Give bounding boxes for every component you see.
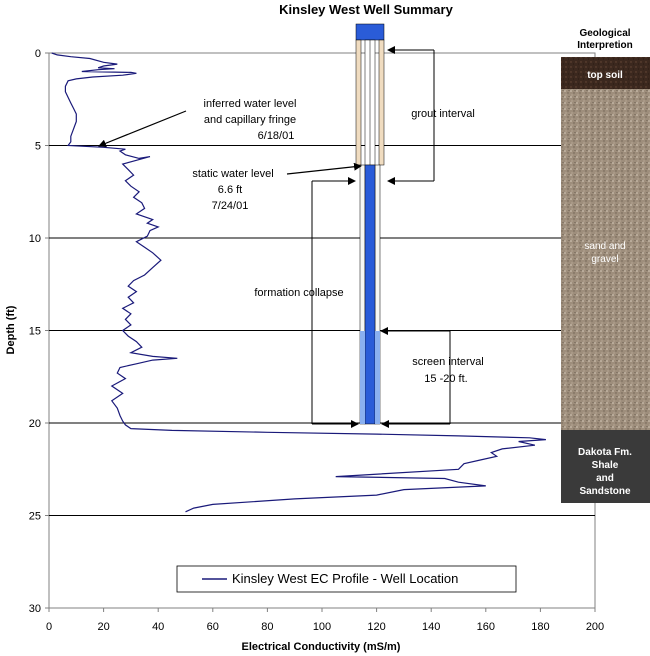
x-tick-label: 40 (152, 621, 164, 633)
geology-dakota-label-4: Sandstone (579, 486, 631, 497)
well-water-column (364, 164, 376, 425)
y-tick-label: 0 (35, 48, 41, 60)
x-tick-label: 120 (367, 621, 385, 633)
series-line-ec-profile (51, 52, 546, 513)
legend-label: Kinsley West EC Profile - Well Location (232, 571, 458, 586)
annotation-screen-interval-2: 15 -20 ft. (424, 373, 467, 385)
x-tick-label: 100 (313, 621, 331, 633)
geology-dakota-label-1: Dakota Fm. (578, 447, 632, 458)
well-cap (355, 23, 385, 41)
annotation-water-level-2: and capillary fringe (204, 114, 296, 126)
x-tick-label: 200 (586, 621, 604, 633)
y-tick-label: 15 (29, 326, 41, 338)
x-axis-label: Electrical Conductivity (mS/m) (242, 641, 401, 653)
annotation-static-water-2: 6.6 ft (218, 184, 242, 196)
legend-box (176, 565, 517, 593)
geology-title-line-1: Geological (579, 28, 630, 39)
y-tick-label: 5 (35, 141, 41, 153)
x-tick-label: 180 (531, 621, 549, 633)
geology-title-line-2: Interpretion (577, 40, 633, 51)
x-tick-label: 20 (97, 621, 109, 633)
well-diagram (355, 23, 385, 425)
annotation-static-water-1: static water level (192, 168, 273, 180)
depth-gridlines (49, 145, 595, 516)
y-axis-ticks: 0 5 10 15 20 25 30 (29, 48, 49, 615)
annotations: inferred water level and capillary fring… (98, 46, 484, 428)
x-tick-label: 140 (422, 621, 440, 633)
geology-sand-label-1: sand and (584, 241, 625, 252)
geology-sand-gravel (561, 89, 650, 430)
annotation-screen-interval-1: screen interval (412, 356, 484, 368)
x-tick-label: 0 (46, 621, 52, 633)
geology-dakota-label-3: and (596, 473, 614, 484)
annotation-water-level-1: inferred water level (204, 98, 297, 110)
annotation-water-level-3: 6/18/01 (258, 130, 295, 142)
y-tick-label: 30 (29, 603, 41, 615)
x-tick-label: 60 (207, 621, 219, 633)
y-tick-label: 20 (29, 418, 41, 430)
annotation-static-water-3: 7/24/01 (212, 200, 249, 212)
y-axis-label: Depth (ft) (5, 305, 17, 354)
well-screen-left (360, 331, 365, 424)
y-tick-label: 10 (29, 233, 41, 245)
geology-topsoil (561, 57, 650, 89)
well-grout-right (378, 39, 385, 166)
geology-column: Geological Interpretion top soil sand an… (561, 28, 650, 503)
legend: Kinsley West EC Profile - Well Location (176, 565, 517, 593)
well-screen-right (375, 331, 380, 424)
annotation-formation-collapse: formation collapse (254, 287, 343, 299)
geology-sand-label-2: gravel (591, 254, 618, 265)
chart-title: Kinsley West Well Summary (279, 2, 453, 17)
x-tick-label: 80 (261, 621, 273, 633)
geology-dakota (561, 430, 650, 503)
x-axis-ticks: 0 20 40 60 80 100 120 140 160 180 200 (46, 608, 604, 633)
arrow-static-water (286, 162, 362, 175)
annotation-grout-interval: grout interval (411, 108, 475, 120)
geology-topsoil-label: top soil (587, 70, 623, 81)
arrow-water-level (98, 110, 187, 148)
y-tick-label: 25 (29, 511, 41, 523)
well-grout-left (355, 39, 362, 166)
geology-dakota-label-2: Shale (592, 460, 619, 471)
x-tick-label: 160 (477, 621, 495, 633)
